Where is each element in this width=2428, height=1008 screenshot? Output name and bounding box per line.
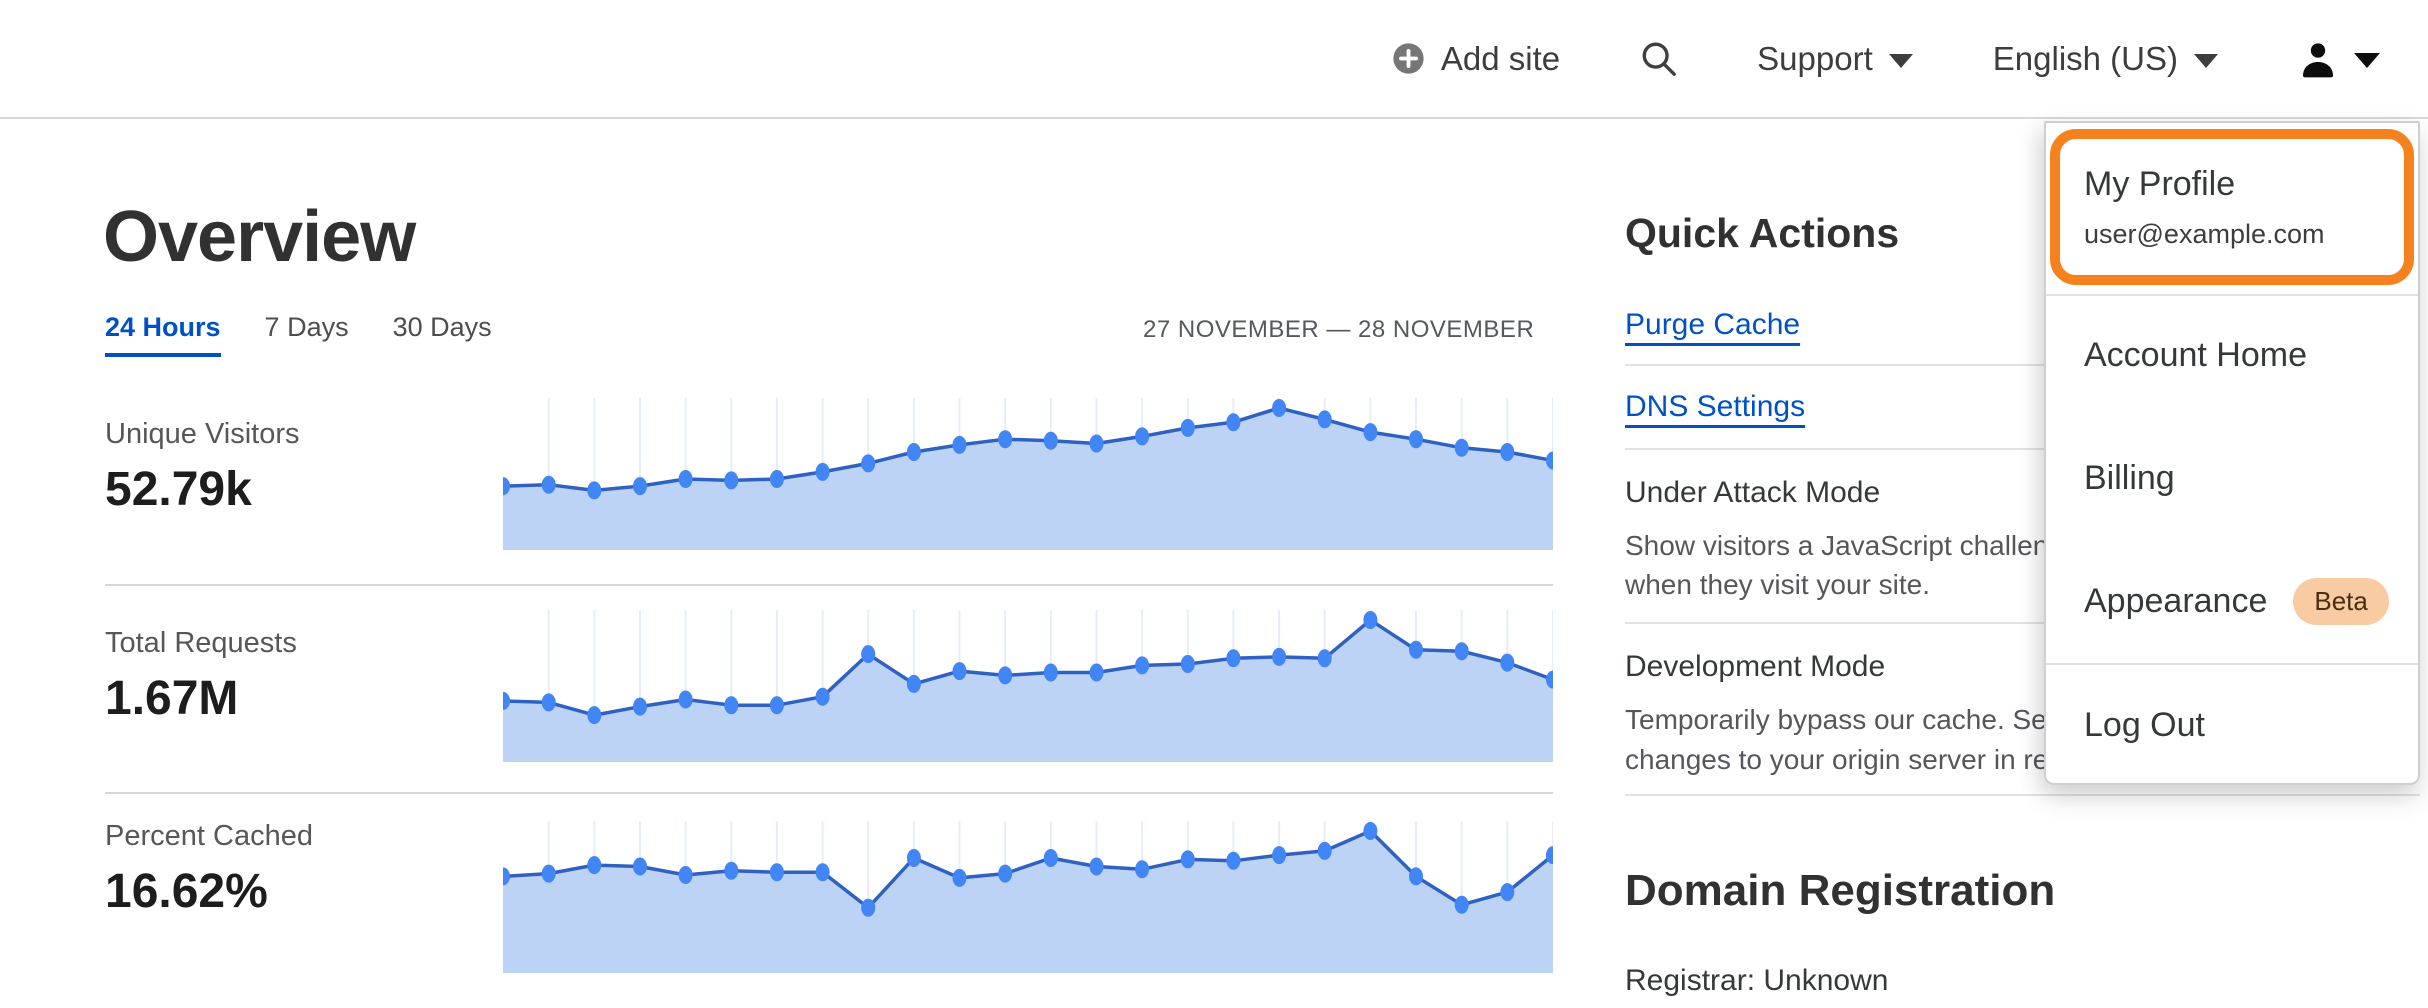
metric-label: Percent Cached — [105, 820, 313, 852]
menu-item-account-home[interactable]: Account Home — [2046, 294, 2418, 417]
section-divider — [1625, 622, 2420, 624]
percent-cached-chart — [503, 821, 1553, 973]
section-divider — [1625, 794, 2420, 796]
user-menu-panel: My Profile user@example.com Account Home… — [2044, 121, 2420, 785]
metric-label: Total Requests — [105, 627, 297, 659]
search-button[interactable] — [1640, 40, 1677, 77]
development-mode-description: Temporarily bypass our cache. See change… — [1625, 700, 2131, 780]
description-line: Temporarily bypass our cache. See — [1625, 704, 2063, 735]
menu-item-billing[interactable]: Billing — [2046, 417, 2418, 540]
row-divider — [105, 584, 1553, 586]
menu-divider — [2046, 294, 2418, 296]
plus-circle-icon — [1392, 42, 1425, 75]
description-line: Show visitors a JavaScript challenge — [1625, 530, 2080, 561]
metric-value: 16.62% — [105, 865, 268, 918]
menu-item-label: Log Out — [2084, 705, 2205, 744]
my-profile-label: My Profile — [2084, 165, 2236, 203]
section-divider — [1625, 448, 2420, 450]
quick-actions-title: Quick Actions — [1625, 210, 1900, 256]
menu-item-log-out[interactable]: Log Out — [2046, 663, 2418, 787]
under-attack-mode-label: Under Attack Mode — [1625, 476, 1881, 509]
unique-visitors-chart — [503, 398, 1553, 550]
metric-value: 1.67M — [105, 672, 239, 725]
chevron-down-icon — [2194, 53, 2218, 68]
tab-24-hours[interactable]: 24 Hours — [105, 312, 221, 357]
my-profile-email: user@example.com — [2084, 219, 2325, 249]
development-mode-label: Development Mode — [1625, 650, 1886, 683]
menu-item-appearance[interactable]: Appearance Beta — [2046, 540, 2418, 663]
under-attack-mode-description: Show visitors a JavaScript challenge whe… — [1625, 526, 2079, 604]
menu-item-label: Account Home — [2084, 336, 2307, 374]
tab-30-days[interactable]: 30 Days — [392, 312, 492, 342]
description-line: when they visit your site. — [1625, 569, 1931, 600]
search-icon — [1640, 40, 1677, 77]
metric-label: Unique Visitors — [105, 418, 300, 450]
row-divider — [105, 792, 1553, 794]
language-menu[interactable]: English (US) — [1993, 40, 2218, 78]
purge-cache-link[interactable]: Purge Cache — [1625, 308, 1801, 341]
top-nav-right: Add site Support English (US) — [1392, 39, 2428, 79]
section-divider — [1625, 364, 2420, 366]
menu-divider — [2046, 663, 2418, 665]
support-menu[interactable]: Support — [1757, 40, 1913, 78]
chevron-down-icon — [1888, 53, 1913, 68]
menu-item-label: Appearance — [2084, 582, 2268, 620]
add-site-button[interactable]: Add site — [1392, 40, 1560, 78]
total-requests-chart — [503, 610, 1553, 762]
account-menu-button[interactable] — [2298, 39, 2380, 79]
time-range-tabs: 24 Hours 7 Days 30 Days — [105, 312, 492, 357]
date-range-label: 27 NOVEMBER — 28 NOVEMBER — [1143, 316, 1535, 343]
registrar-label: Registrar: Unknown — [1625, 964, 1889, 997]
metric-value: 52.79k — [105, 463, 252, 516]
menu-item-my-profile[interactable]: My Profile user@example.com — [2046, 123, 2418, 294]
menu-item-label: Billing — [2084, 459, 2175, 497]
dns-settings-link[interactable]: DNS Settings — [1625, 390, 1806, 423]
add-site-label: Add site — [1440, 39, 1561, 77]
support-label: Support — [1757, 39, 1873, 77]
beta-badge: Beta — [2293, 578, 2389, 625]
chevron-down-icon — [2354, 53, 2380, 68]
tab-7-days[interactable]: 7 Days — [264, 312, 349, 342]
user-icon — [2298, 39, 2338, 79]
page-title: Overview — [103, 197, 416, 277]
top-nav: Add site Support English (US) — [0, 0, 2428, 119]
language-label: English (US) — [1992, 39, 2178, 77]
domain-registration-title: Domain Registration — [1625, 866, 2056, 915]
